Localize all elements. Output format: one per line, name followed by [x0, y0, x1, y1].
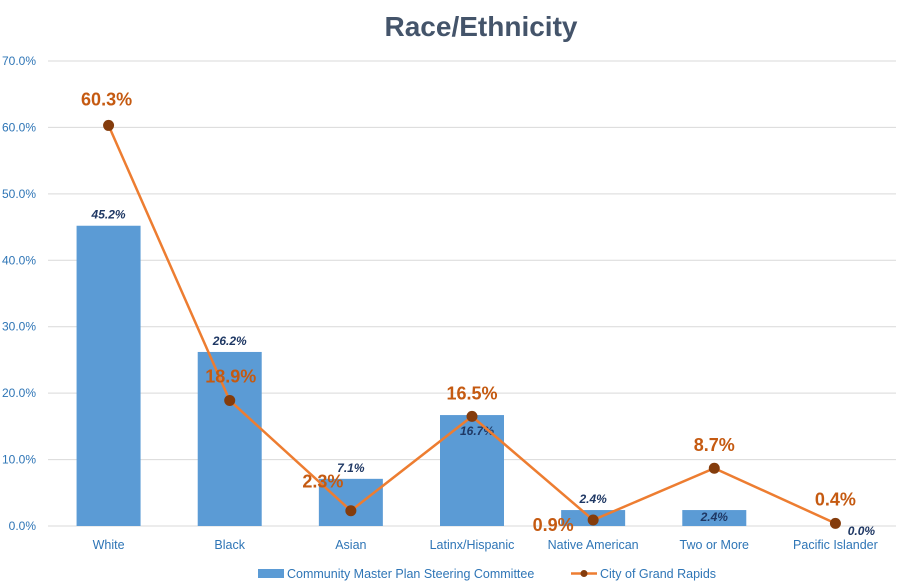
- bar-data-label: 26.2%: [212, 334, 247, 348]
- bar-series: [76, 225, 747, 526]
- line-data-label: 8.7%: [694, 435, 735, 455]
- line-data-labels: 60.3% 18.9% 2.3% 16.5% 0.9% 8.7% 0.4%: [81, 89, 856, 535]
- line-marker: [466, 410, 478, 422]
- y-tick-label: 70.0%: [2, 54, 36, 68]
- bar-data-label: 45.2%: [91, 208, 126, 222]
- y-tick-label: 60.0%: [2, 120, 36, 134]
- x-tick-label: Two or More: [680, 538, 750, 552]
- line-data-label: 0.9%: [533, 515, 574, 535]
- y-tick-label: 10.0%: [2, 453, 36, 467]
- legend: Community Master Plan Steering Committee…: [258, 567, 716, 581]
- x-tick-label: Native American: [548, 538, 639, 552]
- line-data-label: 2.3%: [302, 472, 343, 492]
- line-data-label: 60.3%: [81, 89, 132, 109]
- legend-label-city-of-grand-rapids: City of Grand Rapids: [600, 567, 716, 581]
- bar-data-label: 2.4%: [578, 492, 607, 506]
- y-tick-label: 30.0%: [2, 320, 36, 334]
- line-marker: [224, 394, 236, 406]
- y-tick-label: 0.0%: [9, 519, 37, 533]
- y-axis-ticks: 0.0% 10.0% 20.0% 30.0% 40.0% 50.0% 60.0% 70.0%: [2, 54, 36, 533]
- legend-label-steering-committee: Community Master Plan Steering Committee: [287, 567, 534, 581]
- x-tick-label: Black: [214, 538, 245, 552]
- line-marker: [829, 517, 841, 529]
- bar: [197, 351, 262, 526]
- x-axis-ticks: White Black Asian Latinx/Hispanic Native Ame…: [93, 538, 878, 552]
- line-data-label: 0.4%: [815, 489, 856, 509]
- legend-swatch-bar: [258, 569, 284, 578]
- bar: [682, 510, 747, 526]
- line-marker: [103, 119, 115, 131]
- y-tick-label: 50.0%: [2, 187, 36, 201]
- bar-data-label: 0.0%: [848, 524, 876, 538]
- bar: [76, 225, 141, 526]
- gridlines: [48, 60, 896, 527]
- line-marker: [587, 514, 599, 526]
- line-data-label: 18.9%: [205, 366, 256, 386]
- line-marker: [345, 505, 357, 517]
- line-marker: [708, 462, 720, 474]
- line-series: [103, 119, 841, 529]
- bar-data-label: 2.4%: [700, 510, 729, 524]
- chart-title: Race/Ethnicity: [385, 11, 578, 42]
- bar: [318, 478, 383, 526]
- x-tick-label: Asian: [335, 538, 366, 552]
- x-tick-label: Latinx/Hispanic: [430, 538, 515, 552]
- y-tick-label: 20.0%: [2, 386, 36, 400]
- y-tick-label: 40.0%: [2, 253, 36, 267]
- legend-swatch-marker: [580, 570, 588, 577]
- bar-data-label: 7.1%: [337, 461, 365, 475]
- line-data-label: 16.5%: [446, 383, 497, 403]
- x-tick-label: Pacific Islander: [793, 538, 878, 552]
- x-tick-label: White: [93, 538, 125, 552]
